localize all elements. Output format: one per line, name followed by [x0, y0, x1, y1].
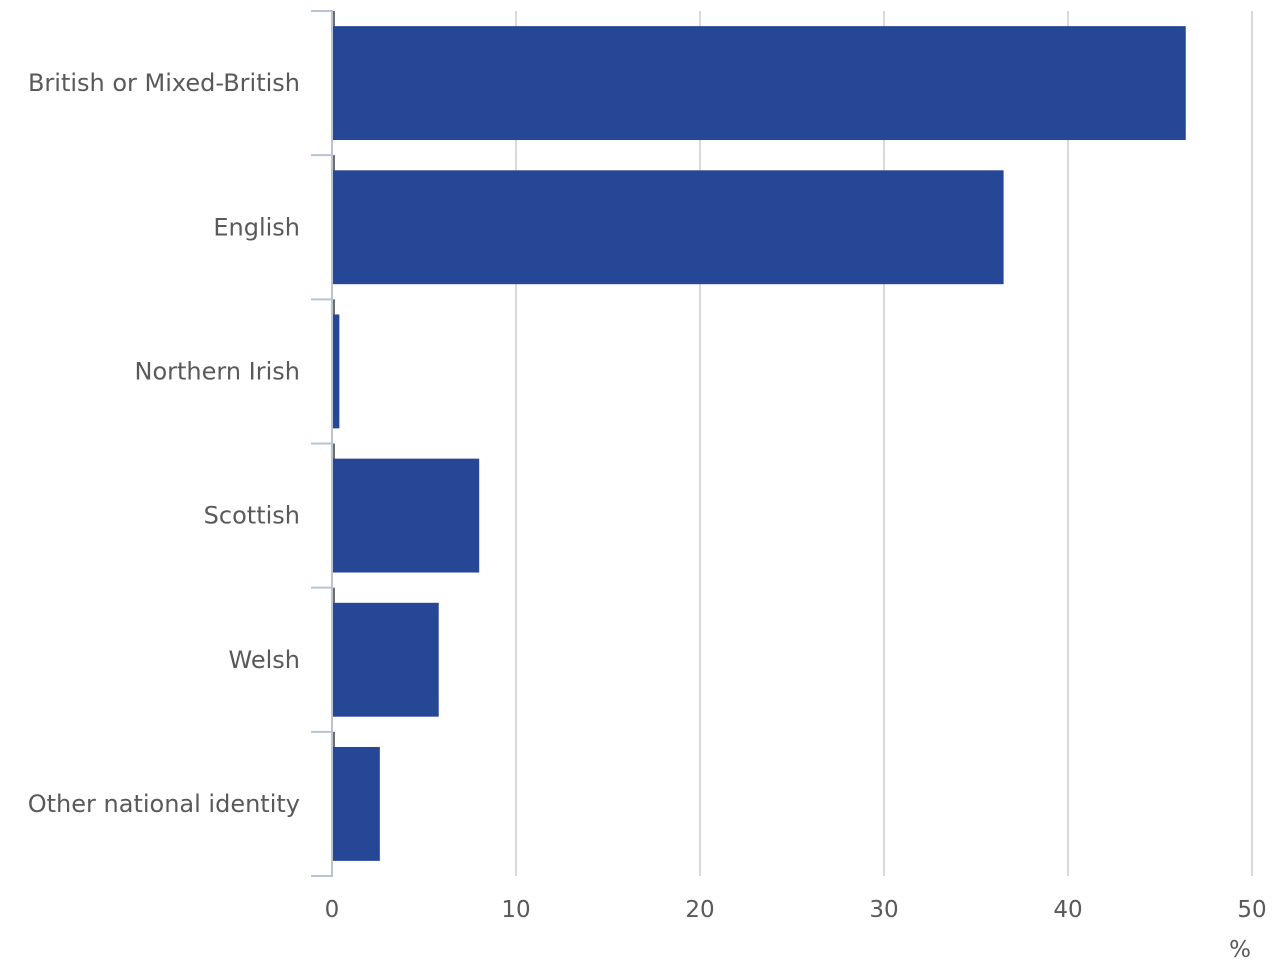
x-axis-unit-label: %: [1229, 937, 1251, 962]
bar: [332, 602, 439, 717]
x-tick-label: 40: [1053, 897, 1082, 923]
bars: [332, 26, 1186, 861]
bar: [332, 746, 380, 861]
category-label: Scottish: [204, 502, 300, 530]
category-label: Other national identity: [28, 790, 300, 818]
bar: [332, 26, 1186, 141]
x-tick-label: 10: [501, 897, 530, 923]
category-label: British or Mixed-British: [28, 69, 300, 97]
bar: [332, 314, 340, 429]
category-label: English: [213, 213, 300, 241]
category-labels: British or Mixed-British English Northern …: [28, 69, 300, 818]
x-tick-label: 20: [685, 897, 714, 923]
x-tick-label: 0: [325, 897, 340, 923]
x-tick-label: 50: [1237, 897, 1266, 923]
category-label: Welsh: [229, 646, 300, 674]
bar: [332, 170, 1004, 285]
gridlines: [311, 10, 1253, 877]
category-label: Northern Irish: [134, 357, 300, 385]
x-tick-labels: 0 10 20 30 40 50: [325, 897, 1267, 923]
x-tick-label: 30: [869, 897, 898, 923]
bar: [332, 458, 480, 573]
